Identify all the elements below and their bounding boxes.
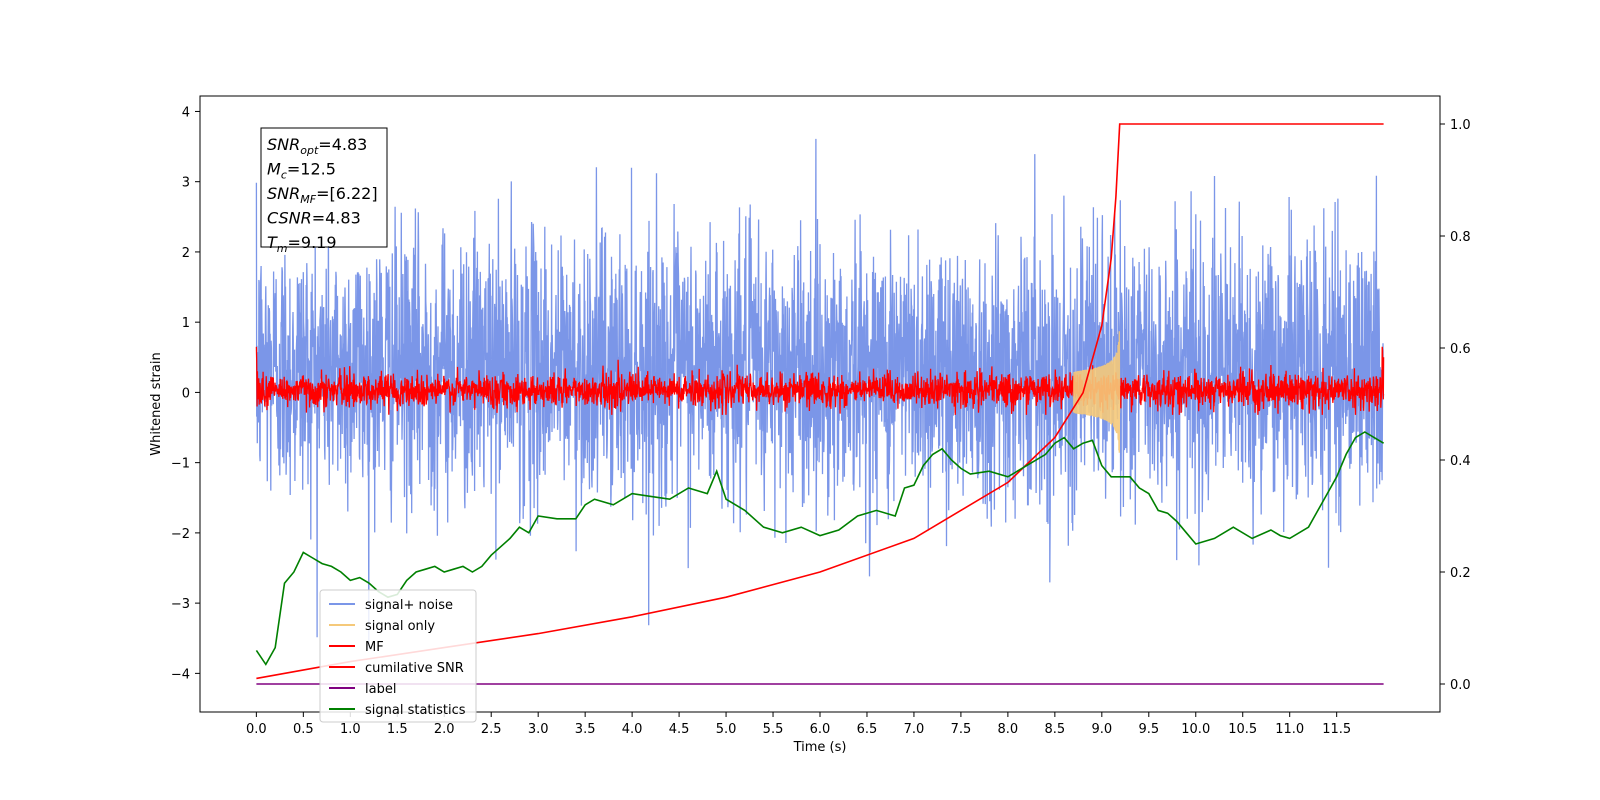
x-tick-label: 1.5: [387, 722, 408, 737]
y2-tick-label: 1.0: [1450, 118, 1471, 133]
annotation-line: SNRopt=4.83: [267, 135, 367, 157]
x-tick-label: 1.0: [340, 722, 361, 737]
x-tick-label: 8.5: [1045, 722, 1066, 737]
x-axis: 0.0 0.5 1.0 1.5 2.0 2.5 3.0 3.5 4.0 4.5 5.0 5.5 6.0 6…: [246, 712, 1351, 737]
legend-frame: [319, 589, 477, 723]
y2-tick-label: 0.8: [1450, 230, 1471, 245]
legend-entry: signal+ noise: [365, 598, 453, 613]
y-axis-left: 4 3 2 1 0 −1 −2 −3 −4: [171, 105, 200, 682]
x-tick-label: 5.5: [763, 722, 784, 737]
annotation-value: =4.83: [312, 209, 361, 228]
annotation-symbol: T: [267, 233, 278, 252]
x-tick-label: 3.5: [575, 722, 596, 737]
y2-tick-label: 0.6: [1450, 342, 1471, 357]
y2-tick-label: 0.2: [1450, 566, 1471, 581]
x-tick-label: 9.5: [1138, 722, 1159, 737]
legend-entry: MF: [365, 640, 384, 655]
y-tick-label: 1: [182, 316, 190, 331]
x-tick-label: 2.5: [481, 722, 502, 737]
x-tick-label: 7.5: [951, 722, 972, 737]
annotation-symbol: M: [267, 160, 281, 179]
x-tick-label: 3.0: [528, 722, 549, 737]
annotation-symbol: SNR: [267, 135, 300, 154]
y2-tick-label: 0.4: [1450, 454, 1471, 469]
x-tick-label: 9.0: [1091, 722, 1112, 737]
annotation-value: =[6.22]: [316, 184, 378, 203]
series-mf: [255, 346, 1385, 415]
legend-entry: signal statistics: [365, 703, 466, 718]
x-tick-label: 4.0: [622, 722, 643, 737]
y-tick-label: −3: [171, 597, 190, 612]
y-tick-label: 2: [182, 246, 190, 261]
y-tick-label: −2: [171, 527, 190, 542]
x-tick-label: 8.0: [998, 722, 1019, 737]
y-axis-label: Whitened strain: [149, 352, 164, 455]
annotation-subscript: opt: [300, 144, 319, 157]
annotation-subscript: m: [277, 242, 288, 255]
x-tick-label: 0.0: [246, 722, 267, 737]
x-tick-label: 10.0: [1181, 722, 1210, 737]
annotation-subscript: MF: [300, 193, 316, 206]
annotation-value: =9.19: [288, 233, 337, 252]
x-tick-label: 6.5: [857, 722, 878, 737]
annotation-line: Mc=12.5: [267, 160, 336, 182]
y-tick-label: −1: [171, 457, 190, 472]
x-tick-label: 5.0: [716, 722, 737, 737]
legend-entry: cumilative SNR: [365, 661, 464, 676]
series-signal-noise: [255, 138, 1385, 648]
legend: signal+ noise signal only MF cumilative SNR…: [319, 589, 477, 723]
annotation-symbol: SNR: [267, 184, 300, 203]
series-cumulative-snr: [256, 123, 1384, 680]
series-signal-statistics: [255, 431, 1385, 666]
annotation-value: =4.83: [318, 135, 367, 154]
legend-entry: label: [365, 682, 396, 697]
y-tick-label: −4: [171, 667, 190, 682]
y-tick-label: 4: [182, 105, 190, 120]
x-axis-label: Time (s): [793, 740, 847, 755]
y-tick-label: 3: [182, 176, 190, 191]
x-tick-label: 10.5: [1228, 722, 1257, 737]
x-tick-label: 7.0: [904, 722, 925, 737]
annotation-line: Tm=9.19: [267, 233, 337, 255]
x-tick-label: 6.0: [810, 722, 831, 737]
x-tick-label: 11.0: [1275, 722, 1304, 737]
series-signal-only: [1072, 331, 1121, 453]
annotation-subscript: c: [281, 169, 287, 182]
x-tick-label: 11.5: [1322, 722, 1351, 737]
y-tick-label: 0: [182, 386, 190, 401]
y-axis-right: 1.0 0.8 0.6 0.4 0.2 0.0: [1440, 118, 1471, 693]
annotation-line: CSNR=4.83: [267, 209, 361, 228]
x-tick-label: 4.5: [669, 722, 690, 737]
y2-tick-label: 0.0: [1450, 678, 1471, 693]
annotation-value: =12.5: [287, 160, 336, 179]
x-tick-label: 2.0: [434, 722, 455, 737]
annotation-frame: [260, 127, 388, 248]
annotation-box: SNRopt=4.83Mc=12.5SNRMF=[6.22]CSNR=4.83T…: [260, 127, 388, 255]
annotation-symbol: CSNR: [267, 209, 312, 228]
x-tick-label: 0.5: [293, 722, 314, 737]
legend-entry: signal only: [365, 619, 435, 634]
annotation-line: SNRMF=[6.22]: [267, 184, 378, 206]
